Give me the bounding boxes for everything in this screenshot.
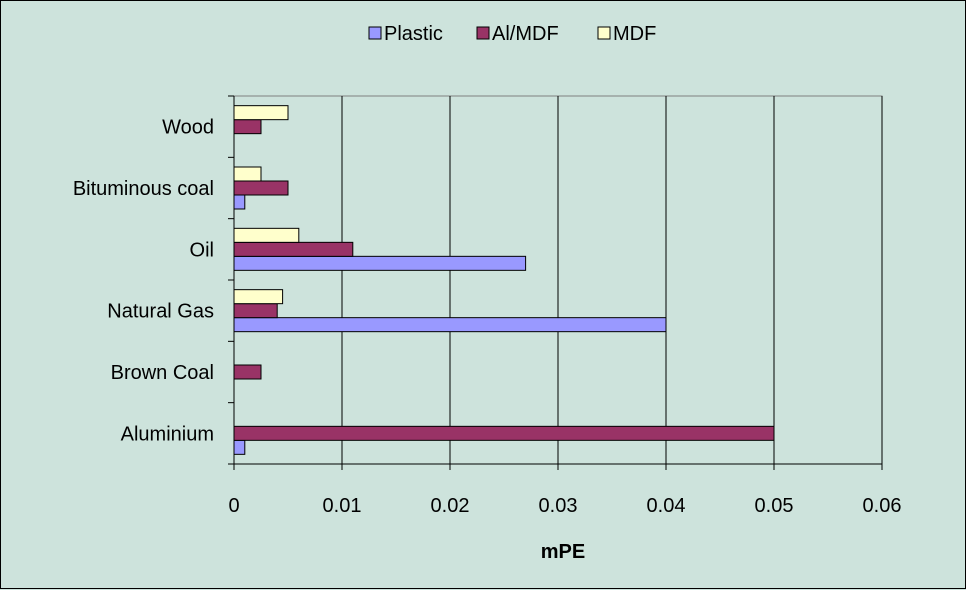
legend-label-1: Al/MDF	[492, 23, 559, 45]
x-tick-label-0: 0	[228, 495, 239, 517]
y-tick-label-1: Brown Coal	[111, 362, 214, 384]
bar-al-mdf-bituminous-coal	[233, 180, 289, 196]
bar-mdf-bituminous-coal	[233, 166, 262, 182]
bar-al-mdf-natural-gas	[233, 303, 278, 319]
bar-al-mdf-aluminium	[233, 425, 775, 441]
x-tick-label-4: 0.04	[647, 495, 686, 517]
x-tick-label-2: 0.02	[431, 495, 470, 517]
bar-plastic-oil	[233, 255, 527, 271]
x-axis-title: mPE	[541, 541, 585, 563]
y-tick-label-4: Bituminous coal	[73, 178, 214, 200]
tick-labels: 0 0.01 0.02 0.03 0.04 0.05 0.06 Aluminium Brown …	[73, 117, 902, 517]
bar-plastic-aluminium	[233, 439, 246, 455]
bar-plastic-natural-gas	[233, 317, 667, 333]
bar-mdf-wood	[233, 105, 289, 121]
y-tick-label-5: Wood	[162, 117, 214, 139]
bar-plastic-bituminous-coal	[233, 194, 246, 210]
legend-swatch-2	[597, 26, 611, 40]
legend-label-2: MDF	[613, 23, 656, 45]
bars	[233, 105, 775, 455]
axes	[228, 95, 883, 470]
legend-swatch-1	[476, 26, 490, 40]
x-tick-label-5: 0.05	[755, 495, 794, 517]
gridlines	[233, 95, 883, 465]
legend-label-0: Plastic	[384, 23, 443, 45]
y-tick-label-2: Natural Gas	[107, 301, 214, 323]
legend-swatch-0	[368, 26, 382, 40]
bar-al-mdf-wood	[233, 119, 262, 135]
y-tick-label-0: Aluminium	[121, 423, 214, 445]
y-tick-label-3: Oil	[190, 239, 214, 261]
bar-al-mdf-brown-coal	[233, 364, 262, 380]
bar-al-mdf-oil	[233, 241, 354, 257]
x-tick-label-1: 0.01	[323, 495, 362, 517]
bar-mdf-natural-gas	[233, 289, 284, 305]
bar-mdf-oil	[233, 227, 300, 243]
x-tick-label-6: 0.06	[863, 495, 902, 517]
x-tick-label-3: 0.03	[539, 495, 578, 517]
legend: Plastic Al/MDF MDF	[368, 23, 656, 45]
